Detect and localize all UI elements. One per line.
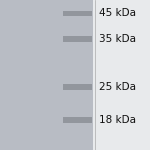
Text: 18 kDa: 18 kDa: [99, 115, 136, 125]
FancyBboxPatch shape: [63, 11, 92, 16]
FancyBboxPatch shape: [63, 84, 92, 90]
FancyBboxPatch shape: [63, 36, 92, 42]
Text: 45 kDa: 45 kDa: [99, 9, 136, 18]
Text: 35 kDa: 35 kDa: [99, 34, 136, 44]
FancyBboxPatch shape: [0, 0, 93, 150]
Text: 25 kDa: 25 kDa: [99, 82, 136, 92]
FancyBboxPatch shape: [63, 117, 92, 123]
